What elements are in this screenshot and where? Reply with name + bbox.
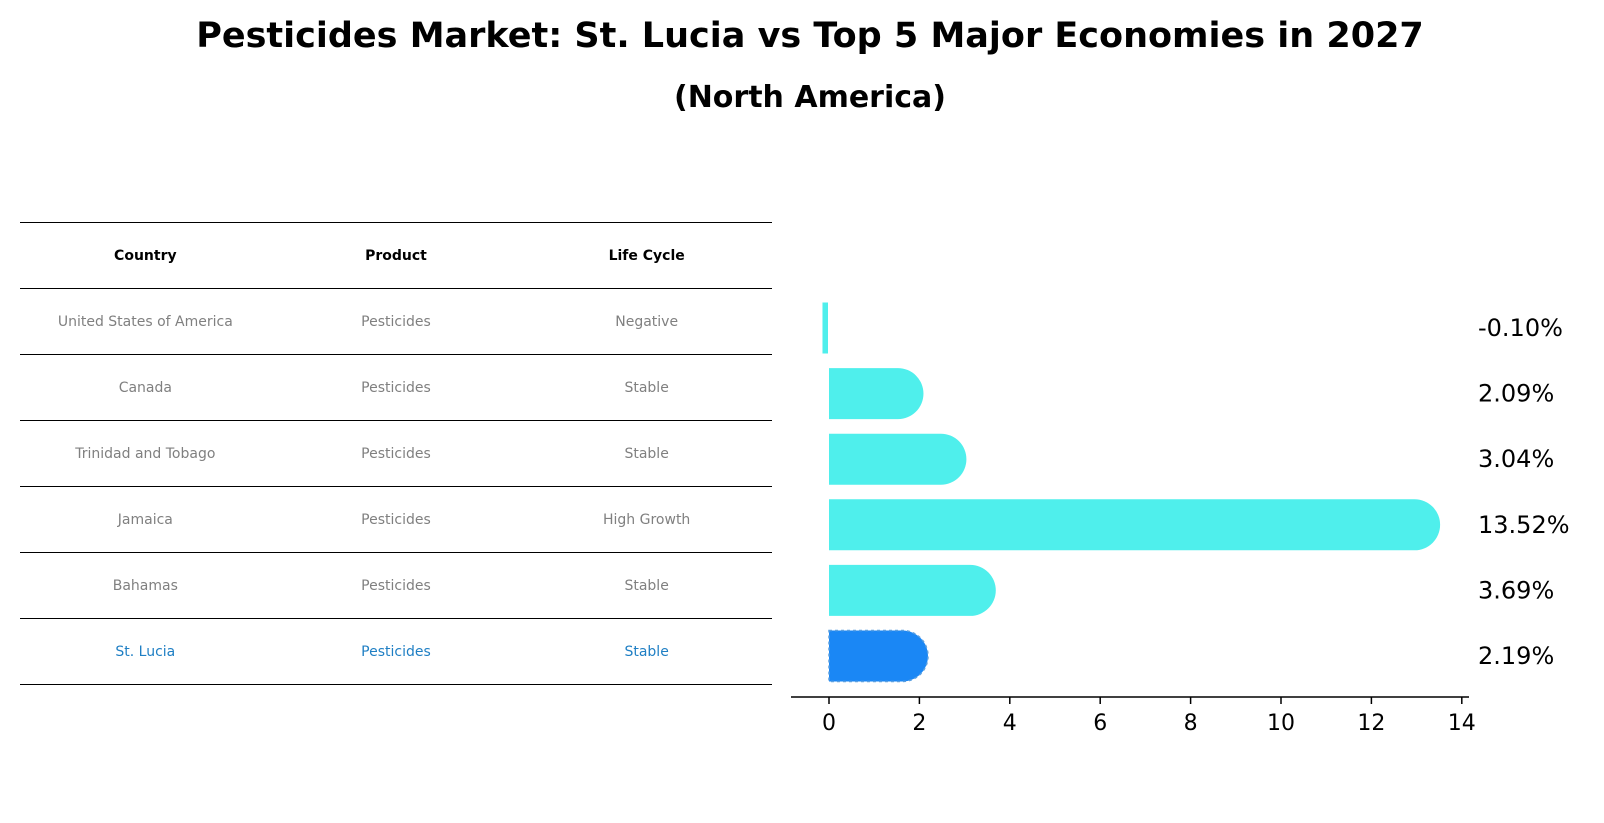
bar xyxy=(829,368,924,420)
bar-value-label: -0.10% xyxy=(1478,314,1563,342)
cell-country: St. Lucia xyxy=(20,618,271,685)
cell-life-cycle: Stable xyxy=(521,552,772,619)
chart-subtitle: (North America) xyxy=(673,80,946,115)
bar-value-label: 2.09% xyxy=(1478,380,1554,408)
cell-life-cycle: Negative xyxy=(521,288,772,355)
x-tick-label: 12 xyxy=(1357,711,1385,736)
table-row: Jamaica Pesticides High Growth xyxy=(20,486,772,553)
table-row: Trinidad and Tobago Pesticides Stable xyxy=(20,420,772,487)
cell-product: Pesticides xyxy=(270,288,522,355)
x-tick-label: 6 xyxy=(1093,711,1107,736)
market-table: Country Product Life Cycle United States… xyxy=(20,222,772,685)
cell-product: Pesticides xyxy=(270,552,522,619)
cell-country: Bahamas xyxy=(20,552,271,619)
x-tick-label: 14 xyxy=(1448,711,1476,736)
table-row: United States of America Pesticides Nega… xyxy=(20,288,772,355)
bar xyxy=(829,499,1441,551)
x-tick-label: 4 xyxy=(1003,711,1017,736)
cell-product: Pesticides xyxy=(270,486,522,553)
table-row: Bahamas Pesticides Stable xyxy=(20,552,772,619)
bar xyxy=(822,302,828,354)
x-tick-label: 0 xyxy=(822,711,836,736)
bar-value-label: 13.52% xyxy=(1478,511,1570,539)
x-tick-label: 8 xyxy=(1184,711,1198,736)
bar xyxy=(829,433,967,485)
header-country: Country xyxy=(20,222,271,289)
cell-country: Jamaica xyxy=(20,486,271,553)
table-row: Canada Pesticides Stable xyxy=(20,354,772,421)
cell-life-cycle: Stable xyxy=(521,420,772,487)
chart-title: Pesticides Market: St. Lucia vs Top 5 Ma… xyxy=(196,16,1424,56)
x-tick-label: 2 xyxy=(912,711,926,736)
x-tick-label: 10 xyxy=(1267,711,1295,736)
table-row-highlighted: St. Lucia Pesticides Stable xyxy=(20,618,772,685)
cell-life-cycle: Stable xyxy=(521,618,772,685)
cell-product: Pesticides xyxy=(270,420,522,487)
cell-product: Pesticides xyxy=(270,618,522,685)
bar-value-label: 3.69% xyxy=(1478,576,1554,604)
header-product: Product xyxy=(270,222,522,289)
market-table-container: Country Product Life Cycle United States… xyxy=(20,222,772,685)
bar xyxy=(829,564,996,616)
cell-country: Canada xyxy=(20,354,271,421)
cell-product: Pesticides xyxy=(270,354,522,421)
cell-country: Trinidad and Tobago xyxy=(20,420,271,487)
bar-value-label: 2.19% xyxy=(1478,642,1554,670)
cell-life-cycle: High Growth xyxy=(521,486,772,553)
cell-life-cycle: Stable xyxy=(521,354,772,421)
header-life-cycle: Life Cycle xyxy=(521,222,772,289)
table-header-row: Country Product Life Cycle xyxy=(20,222,772,289)
cell-country: United States of America xyxy=(20,288,271,355)
bar-value-label: 3.04% xyxy=(1478,445,1554,473)
bar xyxy=(828,629,929,683)
